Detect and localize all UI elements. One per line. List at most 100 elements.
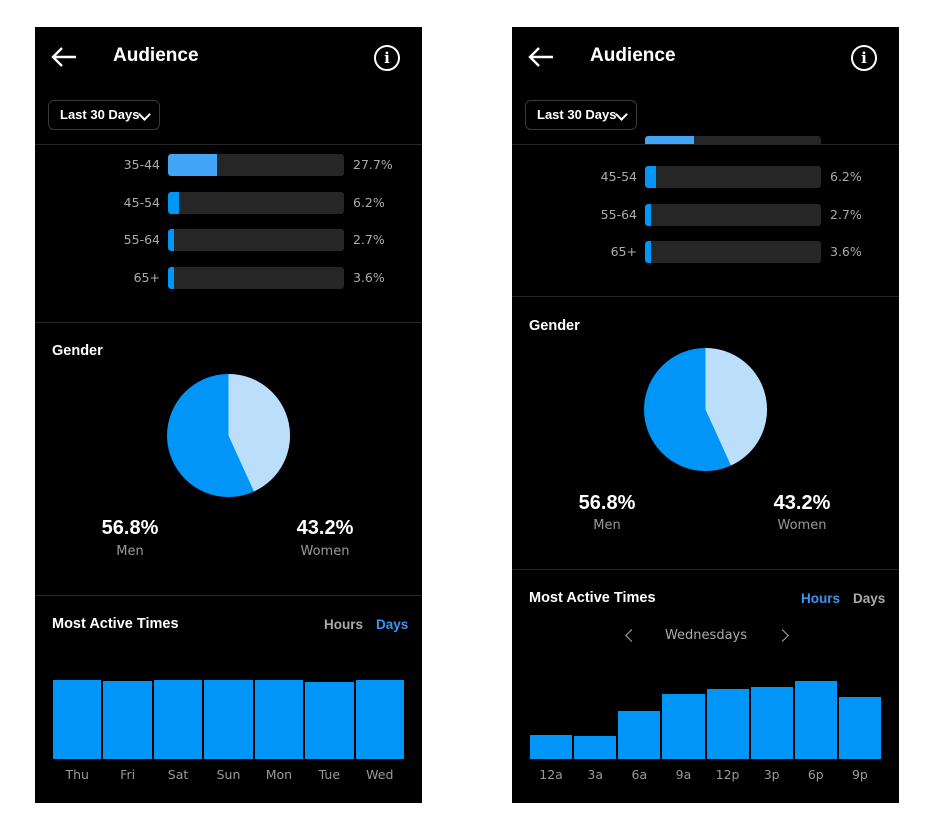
bar-label: Sat <box>167 767 189 782</box>
age-bar-track <box>645 166 821 188</box>
chevron-down-icon <box>615 108 628 121</box>
pie-slice-women <box>705 348 767 466</box>
date-range-dropdown[interactable]: Last 30 Days <box>525 100 637 130</box>
age-bar-track <box>168 191 344 214</box>
men-label: Men <box>593 518 621 533</box>
age-bar-fill <box>168 154 217 176</box>
women-label: Women <box>777 518 827 533</box>
women-label: Women <box>300 544 350 559</box>
age-range-percent: 6.2% <box>353 194 385 210</box>
bar-mon <box>254 680 304 759</box>
age-bar-track <box>168 154 344 176</box>
age-bar-track <box>168 266 344 289</box>
back-arrow-icon[interactable] <box>49 42 79 72</box>
age-range-row: 45-54 6.2% <box>512 166 899 188</box>
age-bar-fill <box>168 191 179 214</box>
bar-12p <box>706 688 749 759</box>
bar-label: 9a <box>675 767 692 782</box>
date-range-label: Last 30 Days <box>60 107 140 122</box>
divider <box>512 296 899 297</box>
bar-9p <box>838 696 881 759</box>
age-bar-fill <box>168 266 175 289</box>
age-range-row: 35-44 27.7% <box>35 154 422 176</box>
header: Audience i <box>35 27 422 87</box>
header: Audience i <box>512 27 899 87</box>
info-icon[interactable]: i <box>851 45 877 71</box>
age-range-label: 55-64 <box>123 232 160 247</box>
age-bar-fill <box>645 203 652 226</box>
age-range-label: 65+ <box>133 269 160 285</box>
age-range-percent: 2.7% <box>353 232 385 247</box>
divider <box>35 144 422 145</box>
pie-slice-women <box>228 374 290 492</box>
bar-6p <box>794 681 837 759</box>
hours-toggle[interactable]: Hours <box>801 591 841 606</box>
days-toggle[interactable]: Days <box>376 617 409 632</box>
age-bar-track <box>168 229 344 251</box>
bar-thu <box>53 680 102 759</box>
age-range-percent: 27.7% <box>353 157 393 172</box>
men-percent: 56.8% <box>578 492 636 514</box>
age-range-percent: 6.2% <box>830 169 862 184</box>
hours-toggle[interactable]: Hours <box>324 617 364 632</box>
chevron-left-icon[interactable] <box>625 629 638 642</box>
chevron-right-icon[interactable] <box>776 629 789 642</box>
age-bar-fill <box>168 229 175 251</box>
age-range-label: 45-54 <box>600 169 637 184</box>
women-percent: 43.2% <box>773 492 831 514</box>
age-range-percent: 2.7% <box>830 206 862 222</box>
divider <box>35 595 422 596</box>
gender-pie-chart <box>167 374 290 497</box>
day-navigator: Wednesdays <box>512 625 899 649</box>
age-range-label: 45-54 <box>123 194 160 210</box>
scroll-mask <box>512 144 899 150</box>
bar-9a <box>662 694 705 759</box>
back-arrow-icon[interactable] <box>526 42 556 72</box>
bar-label: Thu <box>65 767 89 782</box>
page-title: Audience <box>590 45 676 66</box>
bar-3p <box>750 687 793 759</box>
phone-screen-left: Audience i Last 30 Days 35-44 27.7% 45-54 6… <box>35 27 422 803</box>
phone-screen-right: Audience i Last 30 Days 45-54 6.2% 55-64 2.… <box>512 27 899 803</box>
age-bar-track <box>645 203 821 226</box>
active-times-title: Most Active Times <box>52 616 179 632</box>
bar-label: Tue <box>318 767 341 782</box>
bar-label: 6a <box>631 767 648 782</box>
age-range-percent: 3.6% <box>353 269 385 285</box>
bar-fri <box>103 680 152 759</box>
women-percent: 43.2% <box>296 517 354 539</box>
page-title: Audience <box>113 45 199 66</box>
age-range-label: 35-44 <box>123 157 160 172</box>
age-bar-fill <box>645 241 652 263</box>
bar-6a <box>618 711 661 759</box>
bar-sat <box>153 680 203 759</box>
date-range-dropdown[interactable]: Last 30 Days <box>48 100 160 130</box>
bar-label: Mon <box>265 767 293 782</box>
bar-label: 3a <box>587 767 603 782</box>
info-icon[interactable]: i <box>374 45 400 71</box>
age-range-row: 45-54 6.2% <box>35 191 422 214</box>
date-range-label: Last 30 Days <box>537 107 617 122</box>
bar-label: 12p <box>715 767 740 782</box>
divider <box>512 569 899 570</box>
bar-label: 9p <box>851 767 868 782</box>
bar-tue <box>305 681 354 759</box>
active-times-title: Most Active Times <box>529 590 656 606</box>
gender-title: Gender <box>529 318 580 334</box>
days-toggle[interactable]: Days <box>853 591 886 606</box>
age-range-row: 65+ 3.6% <box>35 266 422 289</box>
bar-3a <box>574 735 617 759</box>
age-range-percent: 3.6% <box>830 244 862 259</box>
men-percent: 56.8% <box>101 517 159 539</box>
age-range-row: 55-64 2.7% <box>35 229 422 251</box>
chevron-down-icon <box>138 108 151 121</box>
age-range-label: 55-64 <box>600 206 637 222</box>
bar-label: Sun <box>216 767 241 782</box>
divider <box>35 322 422 323</box>
bar-sun <box>204 680 253 759</box>
bar-label: 12a <box>539 767 563 782</box>
men-label: Men <box>116 544 144 559</box>
bar-12a <box>530 734 573 759</box>
bar-label: 3p <box>763 767 780 782</box>
age-range-label: 65+ <box>610 244 637 259</box>
